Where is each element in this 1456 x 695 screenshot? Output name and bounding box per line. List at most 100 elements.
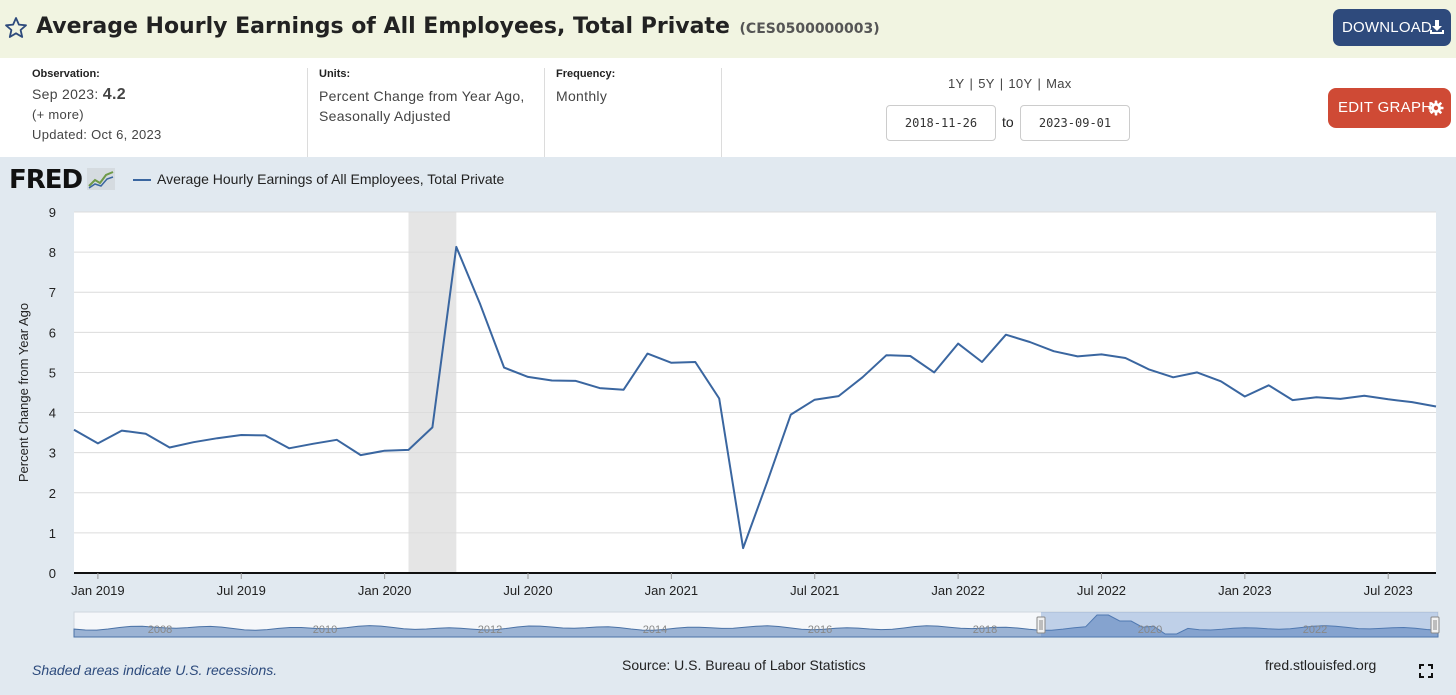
data-point	[336, 439, 338, 441]
frequency-label: Frequency:	[556, 68, 616, 80]
y-tick-label: 7	[49, 285, 56, 300]
recession-note: Shaded areas indicate U.S. recessions.	[32, 662, 278, 678]
data-point	[1220, 380, 1222, 382]
edit-graph-button[interactable]: EDIT GRAPH	[1328, 88, 1451, 128]
navigator-selection	[1041, 612, 1438, 637]
data-point	[885, 354, 887, 356]
data-point	[837, 395, 839, 397]
frequency-value: Monthly	[556, 88, 608, 104]
fred-chart-logo-icon	[86, 168, 115, 190]
x-tick-label: Jul 2020	[503, 583, 552, 598]
data-point	[1244, 395, 1246, 397]
data-point	[479, 303, 481, 305]
y-tick-label: 5	[49, 365, 56, 380]
fred-logo-text: FRED	[9, 165, 83, 195]
x-tick-label: Jan 2020	[358, 583, 412, 598]
data-point	[360, 454, 362, 456]
y-tick-label: 9	[49, 205, 56, 220]
range-1y-link[interactable]: 1Y	[948, 76, 965, 91]
gear-icon	[1428, 100, 1444, 116]
series-id: (CES0500000003)	[739, 21, 880, 37]
data-point	[1339, 398, 1341, 400]
legend-label: Average Hourly Earnings of All Employees…	[157, 171, 505, 187]
y-tick-label: 2	[49, 486, 56, 501]
data-point	[575, 380, 577, 382]
range-10y-link[interactable]: 10Y	[1008, 76, 1033, 91]
data-point	[670, 362, 672, 364]
data-point	[1268, 384, 1270, 386]
axis-layer: 0 1 2 3 4 5 6 7 8 9 Jan 2019 Jul 2019 Jan 2020 Jul 20…	[16, 205, 1436, 598]
data-point	[407, 449, 409, 451]
fullscreen-icon[interactable]	[1419, 664, 1433, 678]
download-button[interactable]: DOWNLOAD	[1333, 9, 1451, 46]
start-date-input[interactable]: 2018-11-26	[886, 105, 996, 141]
range-max-link[interactable]: Max	[1046, 76, 1072, 91]
data-point	[312, 443, 314, 445]
range-separator: |	[969, 76, 974, 91]
data-point	[909, 355, 911, 357]
data-point	[264, 434, 266, 436]
data-point	[1435, 405, 1437, 407]
y-tick-label: 8	[49, 245, 56, 260]
range-links: 1Y | 5Y | 10Y | Max	[948, 76, 1072, 91]
site-link[interactable]: fred.stlouisfed.org	[1265, 657, 1377, 673]
x-tick-label: Jan 2023	[1218, 583, 1272, 598]
star-icon[interactable]	[4, 16, 28, 40]
navigator[interactable]: 2008 2010 2012 2014 2016 2018 2020 2022	[73, 611, 1440, 638]
data-point	[1029, 341, 1031, 343]
navigator-tick-label: 2020	[1138, 624, 1162, 636]
range-separator: |	[1037, 76, 1042, 91]
data-point	[431, 426, 433, 428]
data-point	[383, 450, 385, 452]
data-point	[455, 246, 457, 248]
y-tick-label: 6	[49, 325, 56, 340]
data-point	[646, 352, 648, 354]
units-panel: Units: Percent Change from Year Ago, Sea…	[319, 68, 545, 157]
data-point	[1053, 350, 1055, 352]
edit-graph-label: EDIT GRAPH	[1338, 99, 1433, 116]
data-point	[718, 397, 720, 399]
data-point	[1315, 396, 1317, 398]
data-point	[1076, 355, 1078, 357]
data-point	[694, 361, 696, 363]
observation-label: Observation:	[32, 68, 100, 80]
data-point	[790, 413, 792, 415]
data-point	[240, 434, 242, 436]
download-icon	[1430, 20, 1444, 34]
main-chart: 0 1 2 3 4 5 6 7 8 9 Jan 2019 Jul 2019 Jan 2020 Jul 20…	[16, 205, 1440, 638]
range-5y-link[interactable]: 5Y	[978, 76, 995, 91]
more-observations-link[interactable]: (+ more)	[32, 107, 84, 122]
end-date-input[interactable]: 2023-09-01	[1020, 105, 1130, 141]
x-tick-label: Jan 2019	[71, 583, 125, 598]
data-point	[1172, 376, 1174, 378]
data-point	[622, 389, 624, 391]
data-point	[168, 446, 170, 448]
fred-logo[interactable]: FRED	[9, 165, 115, 195]
y-tick-label: 3	[49, 446, 56, 461]
recession-shading	[408, 212, 457, 573]
title-bar: Average Hourly Earnings of All Employees…	[0, 0, 1456, 58]
data-point	[1124, 357, 1126, 359]
observation-date: Sep 2023:	[32, 86, 99, 102]
units-label: Units:	[319, 68, 351, 80]
navigator-tick-label: 2016	[808, 624, 832, 636]
navigator-tick-label: 2010	[313, 624, 337, 636]
series-layer	[73, 245, 1437, 550]
x-tick-label: Jul 2023	[1364, 583, 1413, 598]
data-point	[1387, 398, 1389, 400]
data-point	[933, 371, 935, 373]
navigator-tick-label: 2014	[643, 624, 667, 636]
data-point	[192, 441, 194, 443]
navigator-handle[interactable]	[1036, 616, 1046, 634]
data-point	[97, 442, 99, 444]
data-point	[1005, 334, 1007, 336]
series-title-text: Average Hourly Earnings of All Employees…	[36, 14, 730, 39]
recession-layer	[408, 212, 457, 573]
data-point	[1363, 395, 1365, 397]
navigator-handle[interactable]	[1430, 616, 1440, 634]
units-value: Percent Change from Year Ago, Seasonally…	[319, 86, 544, 126]
source-note: Source: U.S. Bureau of Labor Statistics	[622, 657, 866, 673]
info-bar: Observation: Sep 2023: 4.2 (+ more) Upda…	[0, 58, 1456, 157]
data-point	[121, 429, 123, 431]
data-point	[73, 429, 75, 431]
